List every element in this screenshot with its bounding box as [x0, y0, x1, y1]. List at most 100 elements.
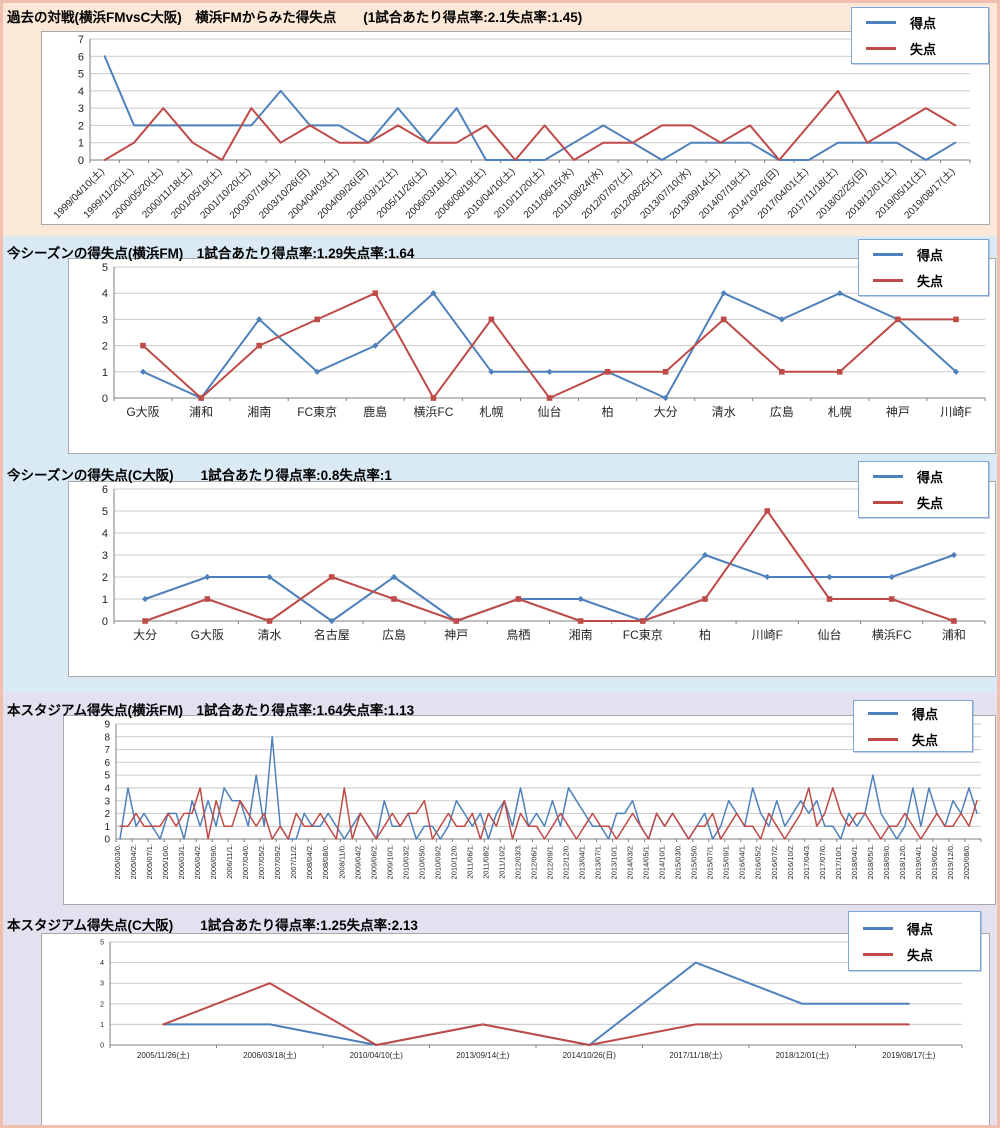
svg-text:2019/08/17(土): 2019/08/17(土)	[901, 165, 957, 221]
svg-text:2011/08/24(水): 2011/08/24(水)	[550, 166, 605, 221]
svg-text:2014/07/19(土): 2014/07/19(土)	[696, 165, 752, 221]
svg-text:2013/07/1.: 2013/07/1.	[594, 844, 603, 879]
svg-text:2006/04/2.: 2006/04/2.	[193, 844, 202, 879]
score-line-swatch	[863, 926, 893, 930]
svg-text:4: 4	[78, 86, 84, 98]
svg-text:大分: 大分	[133, 628, 157, 642]
concede-line-swatch	[866, 47, 896, 50]
concede-line-swatch	[873, 279, 903, 282]
chart-legend: 得点 失点	[853, 700, 973, 752]
svg-text:0: 0	[78, 155, 84, 167]
svg-text:2018/12/01(土): 2018/12/01(土)	[842, 165, 898, 221]
svg-text:2019/08/17(土): 2019/08/17(土)	[882, 1050, 936, 1060]
legend-label-concede: 失点	[912, 732, 939, 748]
score-line-swatch	[873, 253, 903, 256]
svg-text:3: 3	[100, 981, 104, 988]
svg-text:2011/08/2.: 2011/08/2.	[481, 844, 490, 879]
svg-text:2009/04/2.: 2009/04/2.	[353, 844, 362, 879]
svg-text:神戸: 神戸	[886, 405, 910, 419]
svg-text:2004/04/03(土): 2004/04/03(土)	[285, 165, 341, 221]
svg-text:横浜FC: 横浜FC	[413, 405, 453, 419]
svg-text:2008/11/0.: 2008/11/0.	[337, 844, 346, 879]
svg-text:湘南: 湘南	[569, 627, 593, 642]
legend-item-score: 得点	[866, 13, 980, 32]
svg-text:1: 1	[100, 1022, 104, 1029]
svg-text:4: 4	[102, 288, 108, 300]
line-chart: 0 1 2 34 5 6 7 89 2005/03/0. 2005/04/2. 2005/07/1.…	[104, 720, 982, 879]
svg-text:2011/10/2.: 2011/10/2.	[497, 844, 506, 879]
svg-text:4: 4	[102, 528, 108, 540]
section-stadium-c-osaka: 本スタジアム得失点(C大阪) 1試合あたり得点率:1.25失点率:2.13 0 1…	[3, 908, 997, 1125]
svg-text:5: 5	[100, 940, 104, 947]
svg-text:2019/05/11(土): 2019/05/11(土)	[872, 165, 928, 221]
svg-text:2: 2	[100, 1001, 104, 1008]
svg-text:2015/03/0.: 2015/03/0.	[674, 844, 683, 879]
svg-text:湘南: 湘南	[247, 404, 271, 419]
svg-text:2016/04/1.: 2016/04/1.	[738, 844, 747, 879]
legend-item-concede: 失点	[868, 730, 964, 749]
legend-label-concede: 失点	[917, 496, 944, 511]
svg-text:2016/07/2.: 2016/07/2.	[770, 844, 779, 879]
chart-legend: 得点 失点	[851, 7, 989, 64]
legend-label-concede: 失点	[910, 42, 937, 57]
svg-text:仙台: 仙台	[537, 404, 561, 419]
svg-text:2009/06/2.: 2009/06/2.	[369, 844, 378, 879]
svg-text:清水: 清水	[712, 405, 736, 419]
chart-title: 過去の対戦(横浜FMvsC大阪) 横浜FMからみた得失点 (1試合あたり得点率:…	[7, 10, 583, 25]
chart-title: 本スタジアム得失点(C大阪) 1試合あたり得点率:1.25失点率:2.13	[7, 918, 418, 933]
legend-label-score: 得点	[917, 248, 944, 263]
svg-text:名古屋: 名古屋	[314, 627, 350, 642]
svg-text:1: 1	[78, 138, 84, 150]
svg-text:5: 5	[78, 69, 84, 81]
svg-text:3: 3	[102, 550, 108, 562]
svg-text:川崎F: 川崎F	[940, 405, 971, 419]
line-chart: 0 1 2 3 4 5 2005/11/26(土) 2006/03/18(土) 2010/04/…	[100, 940, 963, 1060]
concede-line-swatch	[868, 737, 898, 741]
svg-text:0: 0	[102, 393, 108, 405]
svg-text:柏: 柏	[602, 404, 614, 419]
svg-text:2006/08/19(土): 2006/08/19(土)	[432, 165, 488, 221]
svg-text:3: 3	[102, 314, 108, 326]
chart-plot: 0 1 2 3 4 5 6 大分 G大阪 清水 名古屋 広島 神戸 鳥栖 湘南 FC東京 柏 川崎F 仙台 横浜FC 浦…	[68, 481, 996, 677]
svg-text:2014/05/1.: 2014/05/1.	[642, 844, 651, 879]
svg-text:広島: 広島	[382, 627, 406, 642]
svg-text:2005/11/26(土): 2005/11/26(土)	[137, 1050, 190, 1060]
svg-text:2018/04/1.: 2018/04/1.	[850, 844, 859, 879]
svg-text:2019/04/1.: 2019/04/1.	[914, 844, 923, 879]
svg-text:2015/09/1.: 2015/09/1.	[722, 844, 731, 879]
legend-label-score: 得点	[910, 16, 937, 31]
svg-text:3: 3	[78, 103, 84, 115]
svg-text:2005/03/0.: 2005/03/0.	[113, 844, 122, 879]
svg-text:6: 6	[78, 51, 84, 63]
svg-text:2017/11/18(土): 2017/11/18(土)	[784, 165, 840, 221]
svg-text:FC東京: FC東京	[623, 628, 663, 642]
svg-text:2017/11/18(土): 2017/11/18(土)	[669, 1050, 722, 1060]
svg-text:2009/10/1.: 2009/10/1.	[385, 844, 394, 879]
svg-text:2011/06/1.: 2011/06/1.	[465, 844, 474, 879]
svg-text:FC東京: FC東京	[297, 405, 337, 419]
svg-text:3: 3	[104, 796, 110, 807]
svg-text:2010/03/2.: 2010/03/2.	[401, 844, 410, 879]
section-past-matches: 過去の対戦(横浜FMvsC大阪) 横浜FMからみた得失点 (1試合あたり得点率:…	[3, 3, 997, 236]
svg-text:2010/11/20(土): 2010/11/20(土)	[491, 165, 547, 221]
svg-text:4: 4	[100, 960, 104, 967]
svg-text:2017/04/3.: 2017/04/3.	[802, 844, 811, 879]
svg-text:2005/07/1.: 2005/07/1.	[145, 844, 154, 879]
svg-text:1999/04/10(土): 1999/04/10(土)	[50, 165, 106, 221]
svg-text:2007/11/2.: 2007/11/2.	[289, 844, 298, 879]
svg-text:2008/04/2.: 2008/04/2.	[305, 844, 314, 879]
chart-legend: 得点 失点	[858, 461, 989, 518]
legend-item-score: 得点	[868, 704, 964, 723]
svg-text:2017/07/0.: 2017/07/0.	[818, 844, 827, 879]
svg-text:広島: 広島	[770, 404, 794, 419]
svg-text:浦和: 浦和	[189, 405, 213, 419]
svg-text:2: 2	[104, 809, 110, 820]
svg-text:G大阪: G大阪	[126, 405, 159, 419]
svg-text:2013/07/10(水): 2013/07/10(水)	[638, 166, 694, 222]
svg-text:札幌: 札幌	[828, 404, 852, 419]
svg-text:2012/12/0.: 2012/12/0.	[562, 844, 571, 879]
svg-text:7: 7	[104, 745, 110, 756]
svg-text:2010/05/0.: 2010/05/0.	[417, 844, 426, 879]
line-chart: 0 1 2 3 4 5 6 7 1999/04/10(土)1999/11/20(土)2000/0…	[50, 34, 971, 222]
